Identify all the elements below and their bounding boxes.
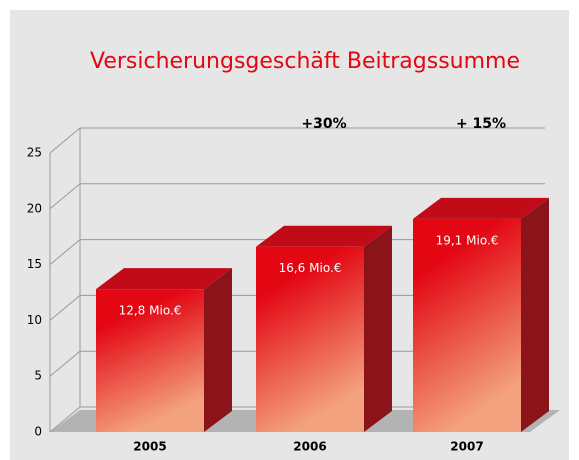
y-tick-label: 25 — [27, 146, 42, 160]
bar — [256, 225, 392, 432]
y-tick-label: 5 — [34, 369, 42, 383]
bar-side — [521, 197, 549, 432]
x-tick-label: 2007 — [450, 440, 483, 454]
value-label: 12,8 Mio.€ — [119, 304, 182, 318]
grid-line — [49, 127, 545, 154]
bar — [96, 268, 232, 432]
grid-line — [49, 183, 545, 210]
y-tick-label: 20 — [27, 201, 42, 215]
bar — [413, 197, 549, 432]
bar-front — [256, 246, 364, 432]
x-tick-label: 2005 — [133, 440, 166, 454]
value-label: 19,1 Mio.€ — [436, 233, 499, 247]
bar-side — [204, 268, 232, 432]
bar-front — [96, 289, 204, 432]
bar-top — [413, 197, 549, 219]
y-tick-label: 0 — [34, 425, 42, 439]
bar-top — [256, 225, 392, 247]
y-tick-label: 15 — [27, 257, 42, 271]
bar-side — [364, 225, 392, 432]
annotation: + 15% — [456, 116, 506, 132]
value-label: 16,6 Mio.€ — [279, 261, 342, 275]
bar-top — [96, 268, 232, 290]
bar-front — [413, 218, 521, 432]
annotation: +30% — [301, 116, 346, 132]
y-tick-label: 10 — [27, 313, 42, 327]
chart-title: Versicherungsgeschäft Beitragssumme — [90, 49, 520, 74]
x-tick-label: 2006 — [293, 440, 326, 454]
